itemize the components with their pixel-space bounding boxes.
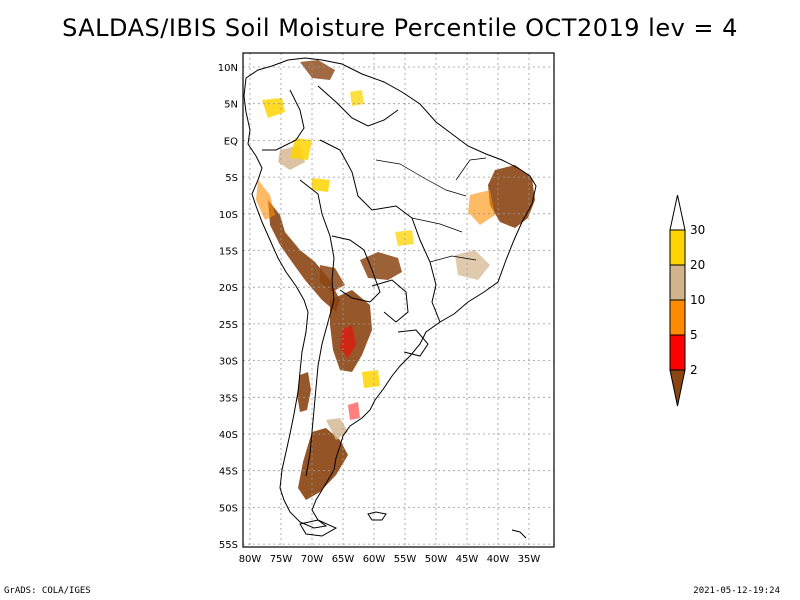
country-border-colombia [262, 89, 305, 151]
latitude-tick-labels: 10N 5N EQ 5S 10S 15S 20S 25S 30S 35S 40S 45S 50S 55S [218, 63, 238, 551]
longitude-label: 70W [301, 554, 324, 565]
legend-label: 30 [690, 223, 705, 237]
colombia-coast-dry-patch [300, 60, 335, 80]
latitude-label: 5S [225, 173, 238, 184]
longitude-tick-labels: 80W 75W 70W 65W 60W 55W 50W 45W 40W 35W [239, 554, 541, 565]
latitude-label: 55S [219, 540, 238, 551]
yellow-patch-north [262, 98, 285, 118]
latitude-label: 30S [219, 357, 238, 368]
country-border-venezuela [317, 85, 399, 127]
ne-brazil-dry-region [488, 165, 535, 228]
legend-label: 5 [690, 328, 698, 342]
yellow-patch-peru [312, 178, 330, 192]
longitude-label: 35W [518, 554, 541, 565]
country-border-uruguay [397, 329, 429, 357]
latitude-label: 15S [219, 247, 238, 258]
color-legend: 30 20 10 5 2 [669, 194, 705, 407]
brazil-state-lines [375, 157, 487, 263]
chaco-red-patch [340, 325, 356, 358]
legend-color-box [669, 264, 686, 301]
map-title: SALDAS/IBIS Soil Moisture Percentile OCT… [62, 14, 738, 42]
country-border-paraguay [371, 279, 409, 323]
map-gridlines [243, 53, 554, 547]
footer-credit: GrADS: COLA/IGES [4, 586, 91, 596]
south-america-coastline [243, 57, 537, 529]
longitude-label: 40W [487, 554, 510, 565]
longitude-label: 65W [332, 554, 355, 565]
longitude-label: 50W [425, 554, 448, 565]
argentina-red-patch [348, 402, 360, 420]
yellow-patch-guyana [350, 90, 364, 106]
latitude-label: 10N [218, 63, 238, 74]
latitude-label: 20S [219, 283, 238, 294]
south-brazil-tan-patch [455, 250, 490, 280]
andes-dry-band [268, 200, 340, 312]
latitude-label: 10S [219, 210, 238, 221]
andes-orange-band [256, 180, 275, 220]
longitude-label: 80W [239, 554, 262, 565]
latitude-label: 50S [219, 503, 238, 514]
country-border-bolivia [331, 235, 381, 303]
latitude-label: EQ [224, 136, 238, 147]
latitude-label: 45S [219, 467, 238, 478]
legend-color-box [669, 229, 686, 266]
yellow-patch-brazil [395, 230, 414, 246]
continent-outline [243, 57, 537, 539]
south-georgia-island [511, 529, 527, 539]
central-brazil-dry-patch [360, 252, 402, 280]
latitude-label: 40S [219, 430, 238, 441]
legend-color-box [669, 299, 686, 336]
soil-moisture-shading [256, 60, 535, 500]
longitude-label: 45W [456, 554, 479, 565]
patagonia-tan-edge [326, 418, 348, 440]
legend-arrow-bottom [669, 369, 686, 407]
falkland-islands [367, 511, 387, 521]
legend-color-box [669, 334, 686, 371]
longitude-label: 55W [394, 554, 417, 565]
yellow-patch-argentina [362, 370, 380, 388]
chile-dry-strip [297, 372, 311, 412]
longitude-label: 60W [363, 554, 386, 565]
legend-arrow-top [669, 194, 686, 231]
country-border-andes [299, 179, 335, 477]
ne-brazil-orange [468, 190, 495, 225]
legend-label: 20 [690, 258, 705, 272]
country-border-brazil-west [319, 139, 441, 323]
longitude-label: 75W [270, 554, 293, 565]
latitude-label: 35S [219, 393, 238, 404]
latitude-label: 5N [224, 100, 238, 111]
legend-label: 10 [690, 293, 705, 307]
footer-timestamp: 2021-05-12-19:24 [693, 586, 780, 596]
legend-label: 2 [690, 363, 698, 377]
tierra-del-fuego [299, 519, 338, 537]
yellow-patch-amazon [290, 138, 312, 160]
map-frame [242, 52, 555, 548]
latitude-label: 25S [219, 320, 238, 331]
